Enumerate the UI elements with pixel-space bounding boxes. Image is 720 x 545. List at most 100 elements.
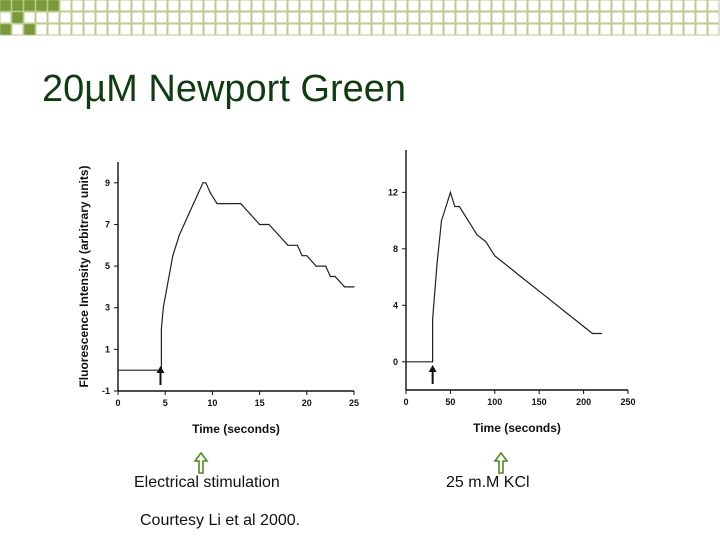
- corner-square: [551, 11, 564, 24]
- x-tick-label: 150: [532, 397, 547, 407]
- corner-square: [263, 23, 276, 36]
- corner-square: [155, 23, 168, 36]
- corner-square: [179, 11, 192, 24]
- y-tick-label: 8: [393, 244, 398, 254]
- corner-square: [623, 0, 636, 12]
- corner-square: [383, 23, 396, 36]
- corner-square: [239, 0, 252, 12]
- y-tick-label: 1: [105, 344, 110, 354]
- x-tick-label: 20: [302, 398, 312, 408]
- y-tick-label: 9: [105, 178, 110, 188]
- slide-title: 20µM Newport Green: [42, 68, 407, 110]
- data-point: [259, 223, 261, 226]
- corner-square: [95, 11, 108, 24]
- x-tick-label: 200: [576, 397, 591, 407]
- data-point: [240, 203, 242, 205]
- corner-square: [515, 0, 528, 12]
- stimulus-arrow-head: [428, 365, 437, 372]
- y-tick-label: -1: [102, 386, 110, 396]
- data-point: [188, 213, 190, 215]
- corner-square: [527, 23, 540, 36]
- corner-square: [227, 23, 240, 36]
- corner-square: [47, 11, 60, 24]
- corner-square: [335, 0, 348, 12]
- corner-square: [131, 11, 144, 24]
- corner-square: [635, 11, 648, 24]
- data-point: [511, 269, 514, 271]
- corner-square: [347, 23, 360, 36]
- corner-square: [335, 11, 348, 24]
- corner-square: [323, 23, 336, 36]
- corner-square: [431, 0, 444, 12]
- corner-square: [71, 23, 84, 36]
- data-point: [432, 318, 434, 321]
- corner-square: [623, 23, 636, 36]
- corner-square: [575, 23, 588, 36]
- x-tick-label: 25: [349, 398, 359, 408]
- corner-square: [287, 11, 300, 24]
- corner-square: [35, 11, 48, 24]
- data-point: [565, 311, 567, 313]
- corner-square: [695, 23, 708, 36]
- y-tick-label: 4: [393, 300, 398, 310]
- data-point: [343, 286, 346, 288]
- corner-square: [227, 11, 240, 24]
- corner-square: [287, 0, 300, 12]
- corner-square: [251, 23, 264, 36]
- credit-text: Courtesy Li et al 2000.: [140, 512, 301, 529]
- corner-square: [59, 11, 72, 24]
- corner-square: [371, 11, 384, 24]
- corner-square: [431, 23, 444, 36]
- corner-square: [395, 0, 408, 12]
- data-point: [329, 275, 331, 278]
- corner-square: [611, 23, 624, 36]
- corner-square: [323, 11, 336, 24]
- corner-square: [467, 11, 480, 24]
- corner-square: [599, 23, 612, 36]
- x-tick-label: 5: [163, 398, 168, 408]
- corner-square: [407, 0, 420, 12]
- y-tick-label: 5: [105, 261, 110, 271]
- corner-square: [539, 0, 552, 12]
- corner-square: [275, 0, 288, 12]
- data-point: [301, 255, 303, 257]
- data-point: [268, 223, 270, 226]
- y-tick-label: 12: [388, 187, 398, 197]
- y-tick-label: 3: [105, 303, 110, 313]
- arrow-up-icon: [193, 452, 209, 474]
- corner-square: [167, 11, 180, 24]
- corner-square: [359, 23, 372, 36]
- data-point: [197, 192, 199, 194]
- data-point: [334, 275, 336, 278]
- corner-square: [119, 11, 132, 24]
- corner-square: [419, 0, 432, 12]
- data-point: [306, 255, 308, 257]
- data-point: [458, 205, 460, 208]
- corner-square: [455, 11, 468, 24]
- corner-square: [23, 0, 36, 12]
- corner-square: [587, 23, 600, 36]
- corner-square: [35, 0, 48, 12]
- corner-square: [23, 23, 36, 36]
- data-point: [591, 332, 594, 335]
- corner-square: [215, 23, 228, 36]
- data-point: [205, 182, 207, 184]
- data-point: [162, 307, 164, 309]
- corner-square: [275, 11, 288, 24]
- corner-square: [191, 0, 204, 12]
- corner-square: [455, 0, 468, 12]
- corner-square: [83, 23, 96, 36]
- corner-square: [407, 23, 420, 36]
- corner-square: [311, 0, 324, 12]
- corner-square: [215, 0, 228, 12]
- corner-square: [203, 11, 216, 24]
- corner-square: [35, 23, 48, 36]
- corner-square: [191, 23, 204, 36]
- data-point: [117, 369, 119, 371]
- corner-square: [479, 23, 492, 36]
- arrow-up-icon: [493, 452, 509, 474]
- corner-square: [0, 23, 12, 36]
- corner-square: [11, 23, 24, 36]
- corner-square: [611, 11, 624, 24]
